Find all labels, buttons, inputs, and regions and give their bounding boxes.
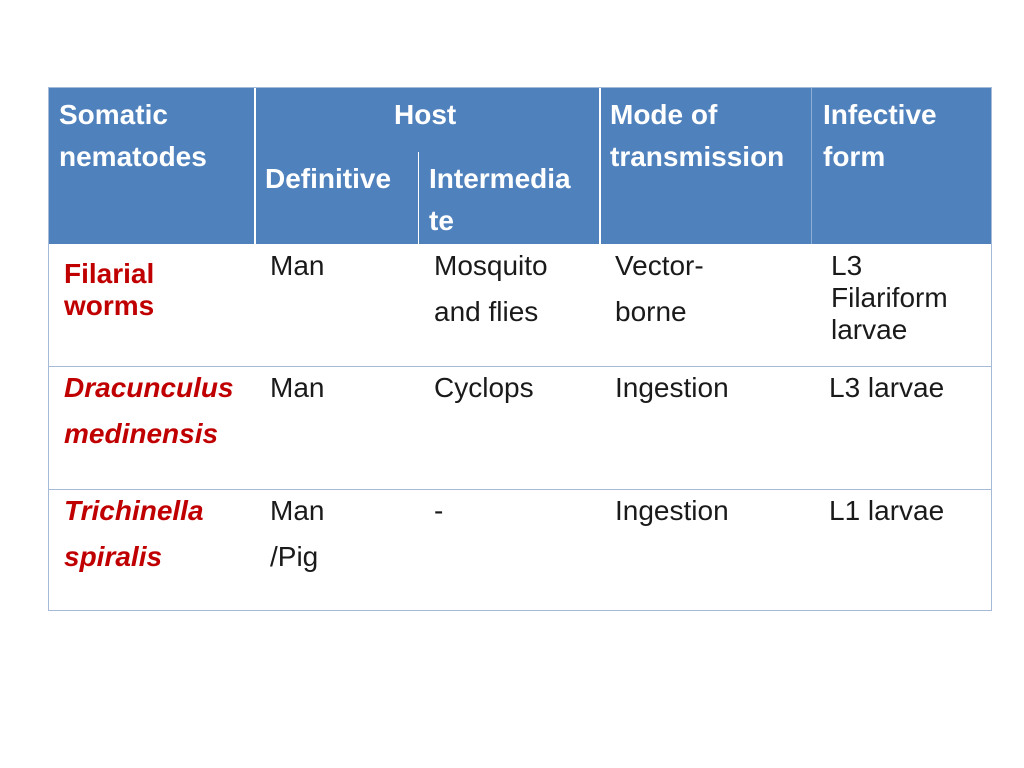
row-3-nematode: Trichinella spiralis: [64, 495, 204, 572]
row-1-infective: L3 Filariform larvae: [831, 250, 948, 345]
header-intermediate: Intermedia te: [429, 163, 571, 236]
header-divider: [418, 152, 419, 244]
row-3-definitive: Man /Pig: [270, 495, 325, 572]
header-infective-form: Infective form: [823, 99, 937, 172]
row-2-mode: Ingestion: [615, 372, 729, 403]
row-2-nematode: Dracunculus medinensis: [64, 372, 234, 449]
row-1-intermediate: Mosquito and flies: [434, 250, 548, 327]
header-definitive: Definitive: [265, 163, 392, 194]
row-2-definitive: Man: [270, 372, 325, 403]
header-mode-of-transmission: Mode of transmission: [610, 99, 785, 172]
row-2-infective: L3 larvae: [829, 372, 945, 403]
header-divider: [599, 88, 601, 244]
row-separator: [49, 366, 991, 367]
header-divider: [254, 88, 256, 244]
row-3-mode: Ingestion: [615, 495, 729, 526]
row-1-mode: Vector- borne: [615, 250, 704, 327]
nematode-table: Somatic nematodes Host Definitive Interm…: [48, 87, 992, 611]
row-3-infective: L1 larvae: [829, 495, 945, 526]
row-1-definitive: Man: [270, 250, 325, 281]
header-divider: [811, 88, 812, 244]
row-1-nematode: Filarial worms: [64, 258, 155, 321]
header-somatic-nematodes: Somatic nematodes: [59, 99, 207, 172]
row-2-intermediate: Cyclops: [434, 372, 534, 403]
header-host: Host: [394, 99, 457, 130]
row-separator: [49, 489, 991, 490]
row-3-intermediate: -: [434, 495, 444, 526]
table-header: Somatic nematodes Host Definitive Interm…: [49, 88, 991, 244]
